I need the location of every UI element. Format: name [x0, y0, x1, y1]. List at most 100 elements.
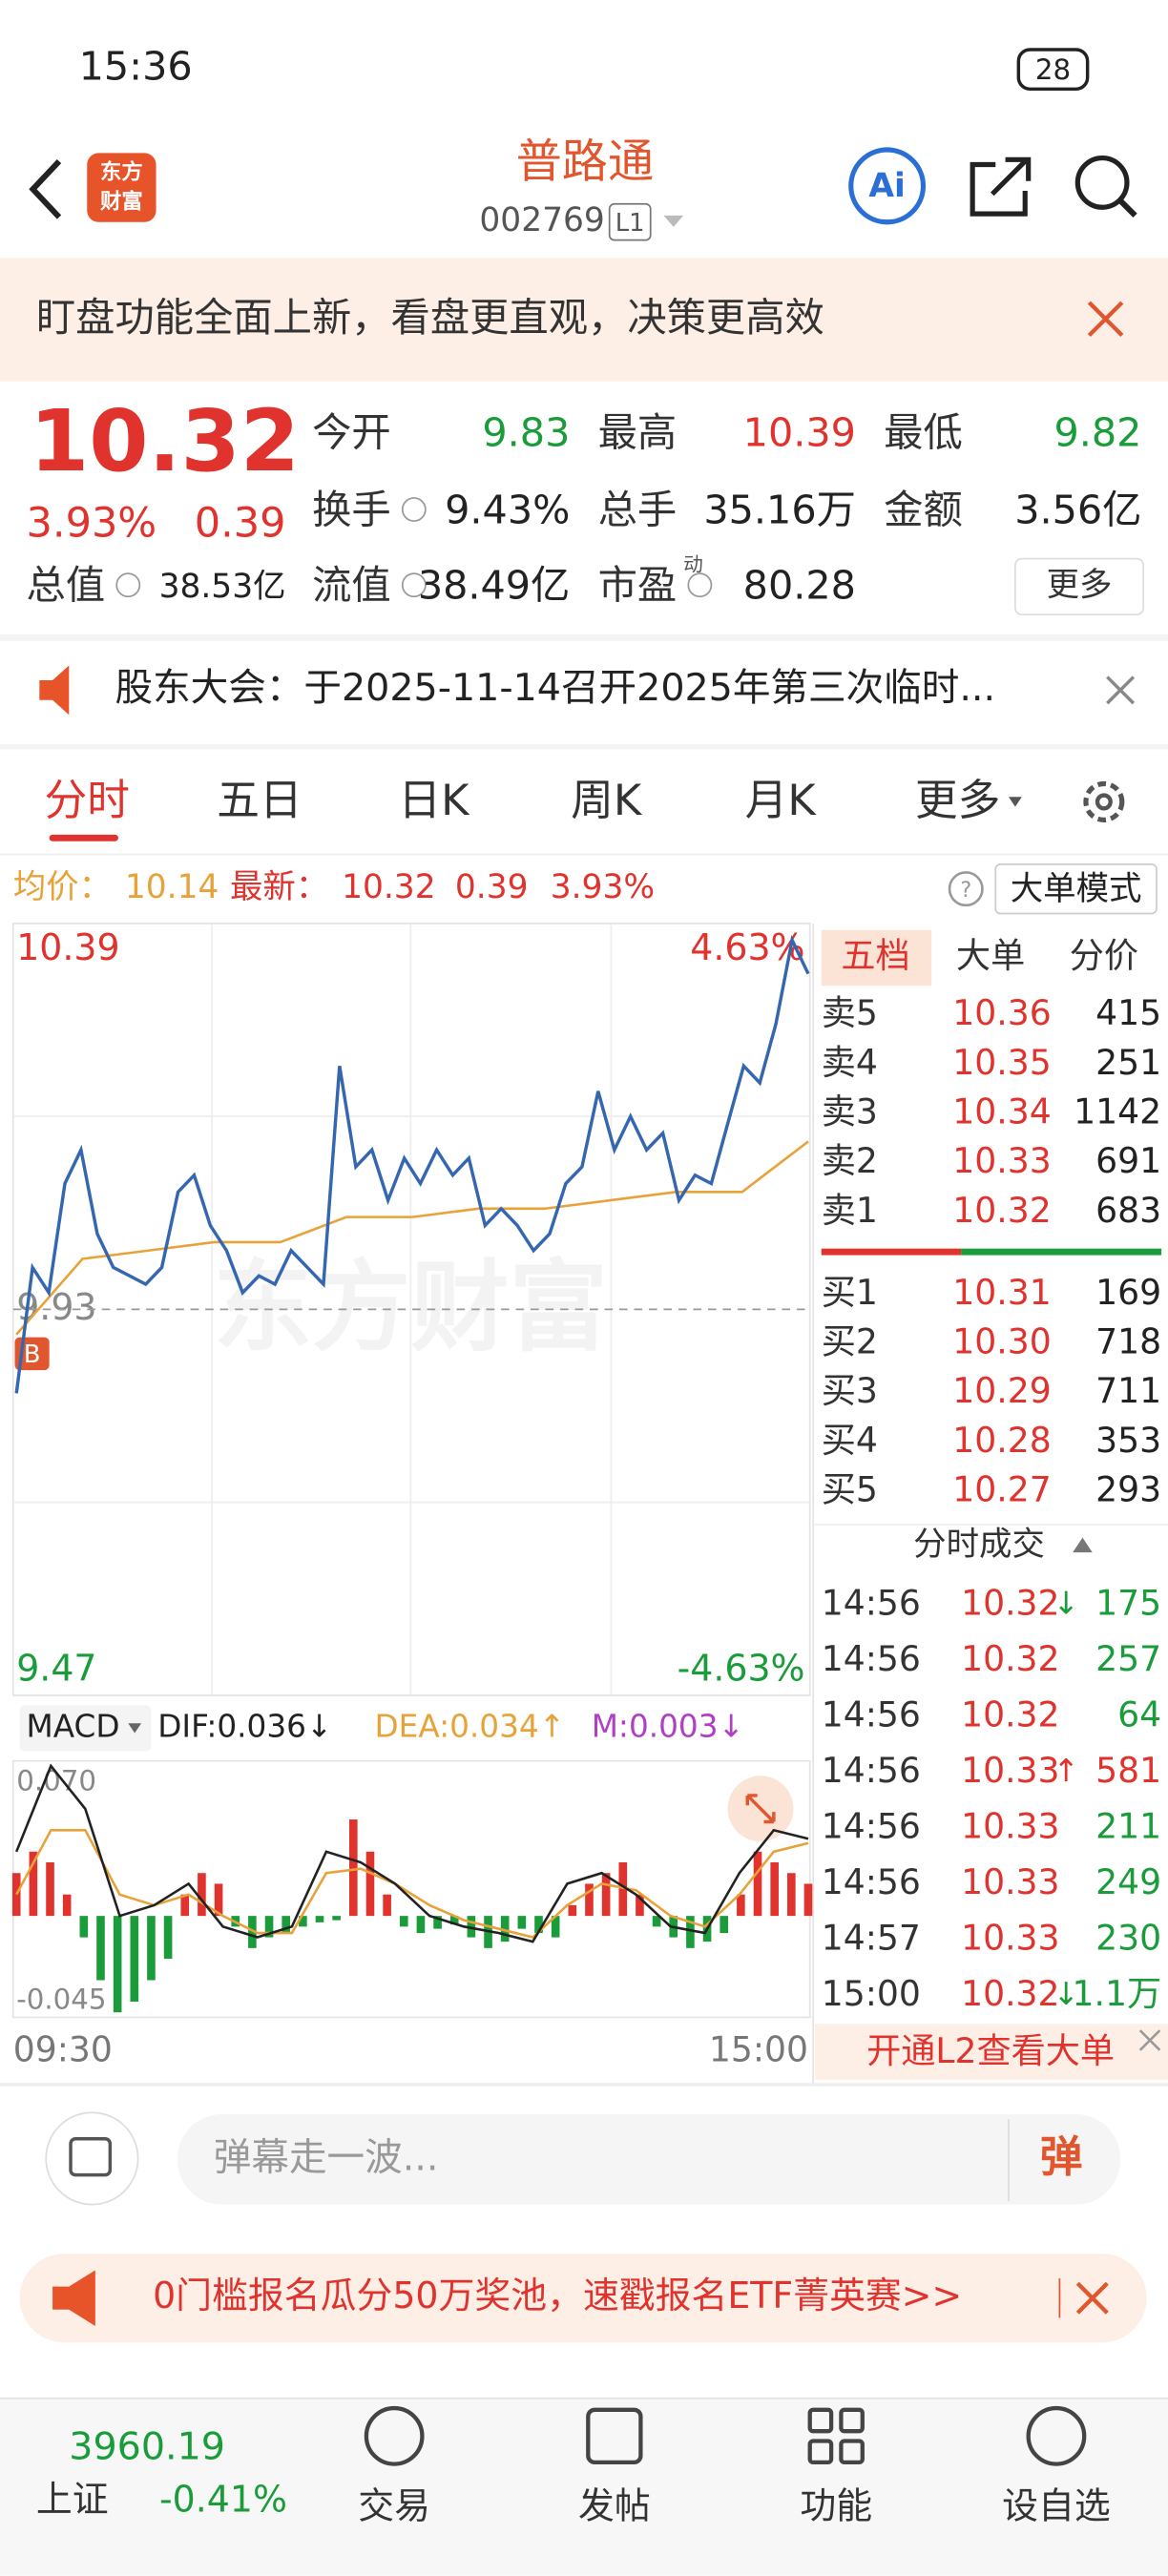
comment-input[interactable] [177, 2113, 1121, 2205]
comment-icon[interactable] [45, 2111, 139, 2206]
notice-text[interactable]: 股东大会：于2025-11-14召开2025年第三次临时... [115, 666, 996, 710]
price-line [14, 934, 810, 1394]
chart-tab[interactable]: 五日 [217, 775, 302, 825]
l2-close[interactable] [1138, 2029, 1161, 2051]
nav-item[interactable]: 交易 [358, 2485, 430, 2527]
trades-toggle[interactable] [1073, 1537, 1093, 1553]
trade-time: 14:56 [822, 1861, 921, 1902]
trade-price: 10.33 [961, 1861, 1059, 1902]
expand-icon [745, 1794, 776, 1824]
logo [87, 153, 156, 222]
divider [0, 634, 1168, 641]
ad-banner[interactable] [19, 2254, 1147, 2343]
panel-tab[interactable]: 五档 [841, 935, 909, 976]
back-button[interactable] [29, 158, 62, 219]
field-value: 10.39 [743, 410, 856, 456]
settings-button[interactable] [1083, 780, 1125, 822]
macd-bar [248, 1916, 257, 1948]
field-value: 9.43% [445, 487, 570, 532]
trade-volume: 257 [1095, 1638, 1161, 1679]
divider [0, 2083, 1168, 2087]
book-price: 10.31 [952, 1272, 1051, 1313]
function-icon[interactable] [807, 2407, 865, 2465]
panel-tab[interactable]: 分价 [1070, 935, 1138, 976]
watchlist-icon[interactable] [1026, 2405, 1087, 2466]
macd-label[interactable]: MACD [27, 1708, 120, 1744]
field-value: 80.28 [743, 563, 856, 609]
macd-bar [737, 1894, 745, 1917]
tab-dropdown [1009, 797, 1022, 807]
index-value[interactable]: 3960.19 [69, 2425, 225, 2469]
help-icon[interactable] [948, 871, 984, 907]
ai-icon: Ai [868, 167, 905, 205]
search-handle [1117, 198, 1137, 218]
latest-label: 最新： [230, 868, 328, 906]
comment-placeholder: 弹幕走一波... [214, 2136, 439, 2180]
level-dropdown[interactable] [663, 215, 684, 227]
chart-tab[interactable]: 周K [571, 775, 643, 825]
chart-tab[interactable]: 月K [745, 775, 818, 825]
macd-bar [636, 1894, 644, 1917]
macd-bar [618, 1862, 628, 1917]
macd-bar [551, 1916, 560, 1938]
field-value: 38.53亿 [159, 568, 286, 606]
macd-bar [332, 1916, 341, 1921]
book-volume: 251 [1095, 1042, 1161, 1083]
panel-tab[interactable]: 大单 [956, 935, 1025, 976]
macd-bar [383, 1894, 391, 1917]
dea-line [15, 1828, 809, 1939]
trade-arrow: ↑ [1053, 1753, 1078, 1789]
help-mark: ? [960, 878, 971, 903]
l2-text: 开通L2查看大单 [866, 2030, 1115, 2071]
divider [0, 744, 1168, 750]
macd-bar [264, 1916, 274, 1938]
field-value: 38.49亿 [418, 563, 571, 609]
post-icon[interactable] [586, 2407, 643, 2465]
search-button[interactable] [1074, 156, 1130, 210]
notice-close[interactable] [1106, 675, 1136, 705]
trade-volume: 581 [1095, 1750, 1161, 1791]
macd-bar [534, 1916, 543, 1934]
macd-bar [29, 1851, 38, 1917]
share-button[interactable] [970, 156, 1032, 217]
banner-close[interactable] [1087, 301, 1124, 338]
mode-button[interactable] [994, 862, 1158, 915]
l2-banner[interactable] [814, 2024, 1168, 2080]
comment-button[interactable]: 弹 [1040, 2131, 1083, 2182]
trade-volume: 249 [1095, 1861, 1161, 1902]
book-price: 10.33 [952, 1140, 1051, 1181]
trade-price: 10.32 [961, 1973, 1059, 2014]
ad-close[interactable] [1075, 2281, 1109, 2315]
trade-time: 14:56 [822, 1638, 921, 1679]
more-button[interactable] [1014, 557, 1145, 616]
macd-bar [601, 1873, 611, 1917]
book-price: 10.27 [952, 1468, 1051, 1509]
sell-bar [821, 1248, 962, 1256]
nav-item[interactable]: 设自选 [1002, 2485, 1111, 2527]
macd-selector[interactable] [19, 1705, 152, 1752]
banner [0, 258, 1168, 382]
trade-icon[interactable] [364, 2405, 425, 2466]
macd-bar [803, 1883, 813, 1917]
latest-pct: 3.93% [551, 868, 655, 906]
nav-item[interactable]: 功能 [800, 2485, 872, 2527]
info-icon [115, 572, 141, 598]
more-text: 更多 [1047, 566, 1113, 604]
nav-item[interactable]: 发帖 [578, 2485, 651, 2527]
info-icon [687, 572, 713, 598]
ai-button[interactable] [848, 147, 927, 225]
field-value: 35.16万 [703, 487, 856, 532]
field-label: 金额 [884, 487, 963, 532]
chart-tab[interactable]: 更多 [915, 775, 1001, 825]
chart-tab[interactable]: 日K [398, 775, 470, 825]
macd-bar [585, 1883, 594, 1917]
top-pct: 4.63% [690, 926, 804, 968]
field-label: 流值 [312, 563, 391, 609]
buy-badge-text: B [24, 1340, 41, 1369]
level-badge [608, 202, 652, 241]
megaphone-icon [52, 2270, 95, 2326]
chart-tab[interactable]: 分时 [44, 775, 130, 825]
y-tick-label: 10.39 [16, 926, 119, 968]
macd-bar [147, 1916, 156, 1981]
